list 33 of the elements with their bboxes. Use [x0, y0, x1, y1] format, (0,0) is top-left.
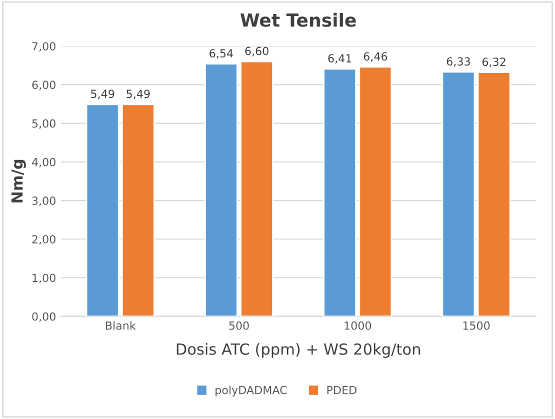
bar: [358, 66, 392, 316]
y-tick-label: 2,00: [32, 235, 56, 245]
legend-label: polyDADMAC: [216, 386, 287, 396]
data-label: 6,41: [328, 54, 352, 64]
bar: [86, 104, 120, 316]
data-label: 6,33: [446, 57, 470, 67]
data-label: 6,46: [364, 52, 388, 62]
y-tick-label: 7,00: [32, 42, 56, 52]
x-tick-label: 1000: [344, 321, 372, 330]
bar: [442, 71, 476, 316]
data-label: 6,32: [482, 58, 506, 68]
y-tick-label: 3,00: [32, 196, 56, 206]
bar: [240, 60, 274, 316]
data-label: 6,54: [210, 49, 233, 59]
y-axis-title: Nm/g: [11, 160, 26, 202]
bar: [121, 104, 155, 316]
x-tick-label: 1500: [463, 321, 490, 330]
x-tick-label: Blank: [106, 321, 136, 330]
y-tick-label: 0,00: [32, 312, 56, 322]
y-tick-label: 5,00: [32, 119, 56, 129]
y-tick-label: 6,00: [32, 80, 56, 90]
y-tick-label: 4,00: [32, 158, 56, 168]
bar: [477, 72, 511, 316]
y-tick-label: 1,00: [32, 274, 56, 284]
data-label: 5,49: [126, 90, 150, 100]
bar: [204, 63, 238, 316]
x-tick-label: 500: [229, 321, 249, 330]
bar: [323, 68, 357, 316]
data-label: 5,49: [91, 90, 114, 100]
data-label: 6,60: [245, 46, 268, 56]
chart-title: Wet Tensile: [240, 12, 356, 27]
legend-label: PDED: [327, 386, 356, 394]
x-axis-title: Dosis ATC (ppm) + WS 20kg/ton: [176, 343, 420, 358]
